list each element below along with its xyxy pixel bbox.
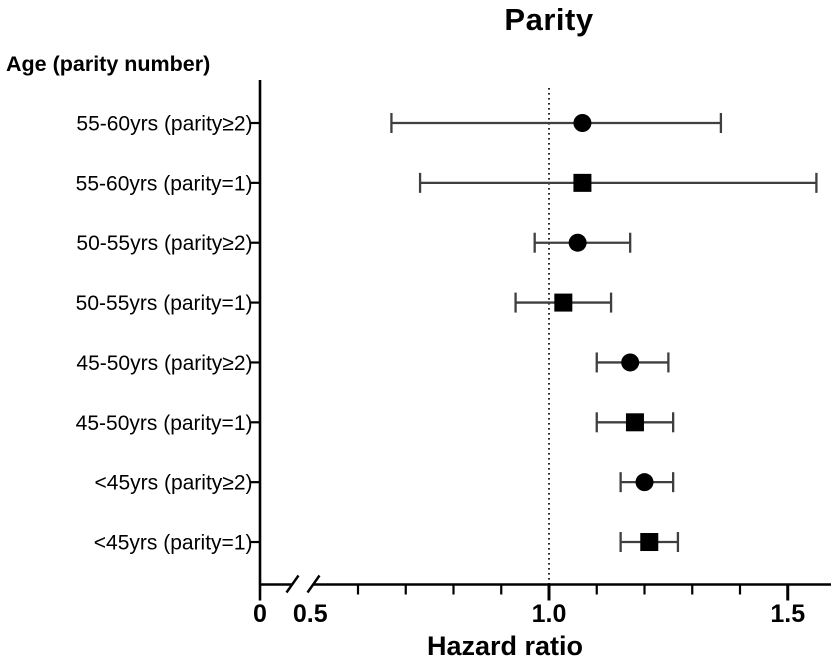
chart-title: Parity bbox=[504, 2, 594, 37]
data-point-marker-circle bbox=[621, 353, 640, 372]
data-point-marker-square bbox=[640, 533, 659, 552]
data-point-marker-circle bbox=[635, 473, 654, 492]
y-axis-header: Age (parity number) bbox=[6, 52, 211, 76]
row-label: <45yrs (parity=1) bbox=[94, 532, 253, 555]
axis-break-slash bbox=[285, 574, 300, 594]
data-point-marker-circle bbox=[573, 114, 592, 132]
data-point-marker-square bbox=[573, 173, 592, 192]
data-point-marker-square bbox=[554, 293, 573, 312]
row-label: <45yrs (parity≥2) bbox=[95, 472, 253, 495]
x-axis-tick-label: 0.5 bbox=[293, 600, 328, 628]
x-axis-tick-label: 1.0 bbox=[532, 600, 567, 628]
row-label: 55-60yrs (parity=1) bbox=[76, 172, 253, 195]
axis-break-slash bbox=[306, 574, 321, 594]
row-label: 55-60yrs (parity≥2) bbox=[76, 113, 252, 136]
data-point-marker-circle bbox=[568, 233, 587, 252]
row-label: 50-55yrs (parity≥2) bbox=[76, 232, 252, 255]
x-axis-tick-label: 1.5 bbox=[770, 600, 805, 628]
row-label: 45-50yrs (parity≥2) bbox=[76, 352, 252, 375]
row-label: 50-55yrs (parity=1) bbox=[76, 292, 253, 315]
row-label: 45-50yrs (parity=1) bbox=[76, 412, 253, 435]
data-point-marker-square bbox=[625, 413, 644, 432]
x-axis-tick-label: 0 bbox=[253, 600, 267, 628]
x-axis-label: Hazard ratio bbox=[426, 631, 584, 661]
